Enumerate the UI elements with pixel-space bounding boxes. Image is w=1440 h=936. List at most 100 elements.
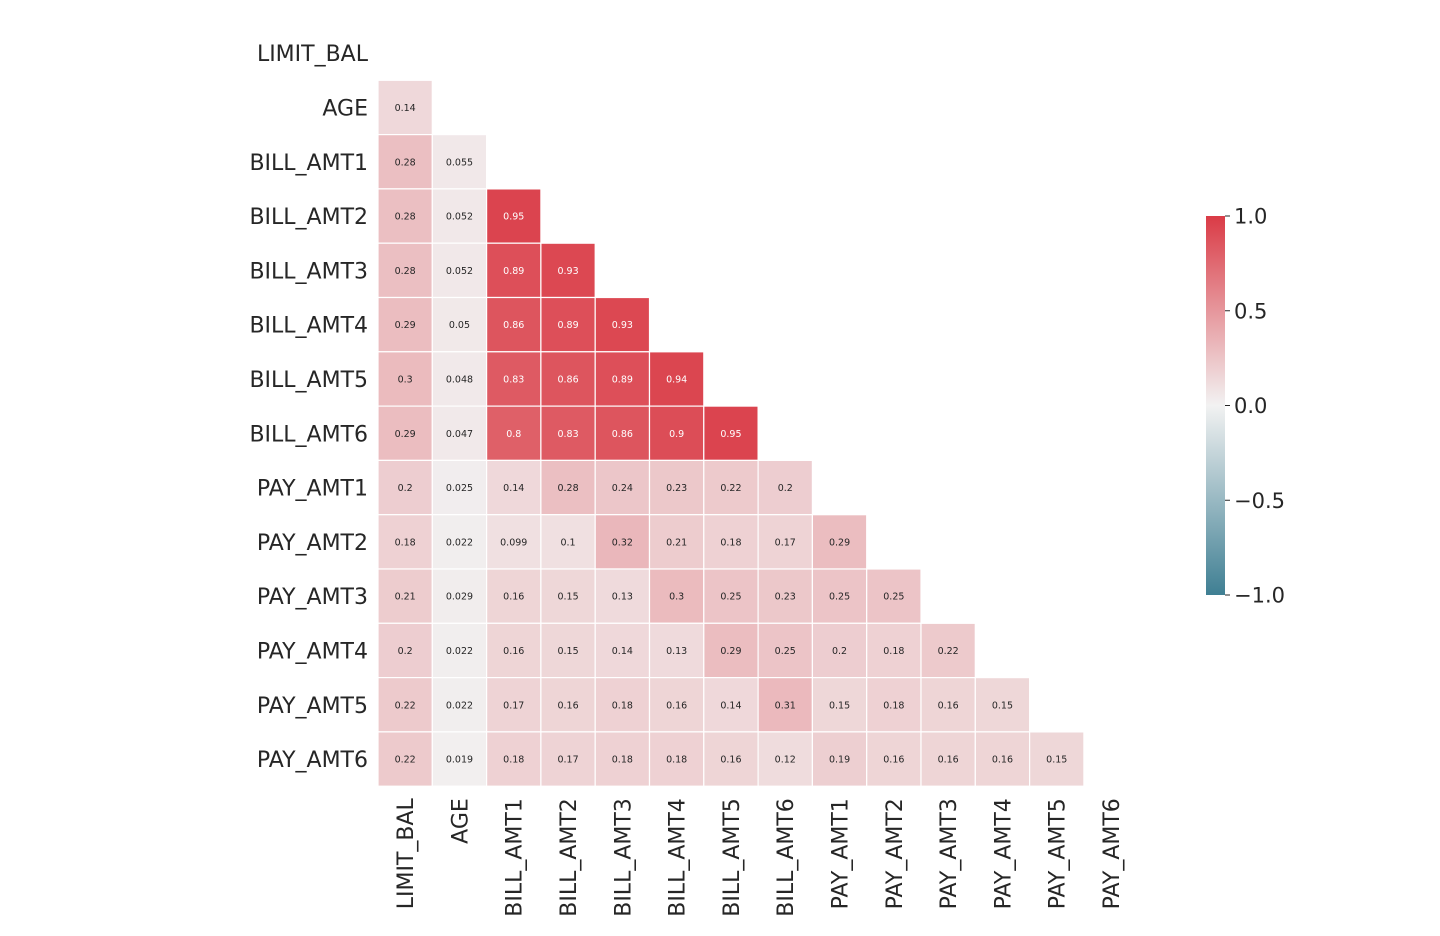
cell-value-label: 0.29 (720, 646, 741, 657)
cell-value-label: 0.16 (503, 646, 524, 657)
cell-value-label: 0.16 (938, 700, 959, 711)
colorbar-tick-label: 1.0 (1234, 205, 1267, 229)
heatmap-cell (811, 731, 868, 787)
cell-value-label: 0.14 (720, 700, 741, 711)
y-tick-label: AGE (322, 96, 368, 121)
heatmap-cell (811, 514, 868, 570)
cell-value-label: 0.19 (829, 755, 850, 766)
cell-value-label: 0.099 (500, 537, 527, 548)
heatmap-cell (540, 568, 596, 624)
heatmap-cell (431, 405, 488, 462)
cell-value-label: 0.15 (829, 700, 850, 711)
heatmap-cell (594, 568, 651, 624)
cell-value-label: 0.17 (503, 700, 524, 711)
cell-value-label: 0.29 (829, 537, 850, 548)
heatmap-cell (594, 731, 651, 787)
heatmap-cell (703, 405, 759, 462)
heatmap-cell (757, 459, 813, 516)
cell-value-label: 0.22 (720, 483, 741, 494)
heatmap-cell (431, 568, 488, 624)
cell-value-label: 0.16 (720, 755, 741, 766)
colorbar-tick-label: −0.5 (1234, 489, 1285, 513)
y-tick-label: LIMIT_BAL (257, 42, 369, 67)
y-tick-label: PAY_AMT6 (257, 748, 368, 773)
heatmap-cell (648, 514, 705, 570)
heatmap-cell (486, 514, 542, 570)
cell-value-label: 0.93 (557, 266, 578, 277)
cell-value-label: 0.022 (446, 700, 473, 711)
x-tick-label: BILL_AMT5 (720, 798, 745, 917)
heatmap-cell (648, 351, 705, 407)
cell-value-label: 0.1 (560, 537, 575, 548)
cell-value-label: 0.18 (395, 537, 416, 548)
heatmap-cell (540, 351, 596, 407)
cell-value-label: 0.18 (720, 537, 741, 548)
cell-value-label: 0.22 (395, 700, 416, 711)
y-tick-label: PAY_AMT1 (257, 477, 368, 502)
y-axis-tick-labels: LIMIT_BAL AGE BILL_AMT1 BILL_AMT2 BILL_AMT3 B… (249, 42, 368, 773)
cell-value-label: 0.95 (720, 429, 741, 440)
heatmap-cell (1028, 731, 1085, 787)
colorbar-tick-label: 0.5 (1234, 299, 1267, 323)
cell-value-label: 0.15 (557, 592, 578, 603)
cell-value-label: 0.055 (446, 157, 473, 168)
heatmap-cell (540, 514, 596, 570)
cell-value-label: 0.13 (666, 646, 687, 657)
y-tick-label: BILL_AMT1 (249, 151, 368, 176)
cell-value-label: 0.22 (938, 646, 959, 657)
cell-value-label: 0.18 (503, 755, 524, 766)
cell-value-label: 0.28 (395, 157, 416, 168)
cell-value-label: 0.052 (446, 266, 473, 277)
heatmap-cell (377, 134, 433, 190)
heatmap-cell (377, 731, 433, 787)
y-tick-label: PAY_AMT5 (257, 694, 368, 719)
cell-value-label: 0.17 (557, 755, 578, 766)
heatmap-cell (431, 296, 488, 353)
heatmap-cell (920, 622, 976, 679)
cell-value-label: 0.23 (666, 483, 687, 494)
cell-value-label: 0.24 (612, 483, 633, 494)
cell-value-label: 0.95 (503, 212, 524, 223)
cell-value-label: 0.86 (503, 320, 524, 331)
y-tick-label: BILL_AMT3 (249, 259, 368, 284)
heatmap-cell (377, 568, 433, 624)
cell-value-label: 0.15 (557, 646, 578, 657)
cell-value-label: 0.93 (612, 320, 633, 331)
heatmap-cell (866, 568, 922, 624)
cell-value-label: 0.12 (775, 755, 796, 766)
heatmap-cell (486, 731, 542, 787)
cell-value-label: 0.047 (446, 429, 473, 440)
heatmap-cell (486, 459, 542, 516)
cell-value-label: 0.16 (938, 755, 959, 766)
cell-value-label: 0.17 (775, 537, 796, 548)
x-tick-label: BILL_AMT6 (774, 798, 799, 917)
cell-value-label: 0.29 (395, 429, 416, 440)
cell-value-label: 0.022 (446, 537, 473, 548)
heatmap-cell (377, 622, 433, 679)
cell-value-label: 0.2 (778, 483, 793, 494)
cell-value-label: 0.019 (446, 755, 473, 766)
cell-value-label: 0.83 (557, 429, 578, 440)
cell-value-label: 0.18 (883, 646, 904, 657)
heatmap-cell (648, 622, 705, 679)
heatmap-cell (540, 622, 596, 679)
x-tick-label: PAY_AMT2 (883, 798, 908, 909)
cell-value-label: 0.18 (612, 700, 633, 711)
heatmap-cell (431, 351, 488, 407)
x-tick-label: BILL_AMT1 (503, 798, 528, 917)
heatmap-cell (757, 676, 813, 733)
heatmap-cell (703, 731, 759, 787)
colorbar-gradient (1206, 216, 1225, 595)
cell-value-label: 0.86 (612, 429, 633, 440)
cell-value-label: 0.16 (883, 755, 904, 766)
x-tick-label: LIMIT_BAL (394, 797, 419, 909)
heatmap-cell (648, 676, 705, 733)
heatmap-cell (377, 459, 433, 516)
heatmap-cell (377, 351, 433, 407)
x-tick-label: BILL_AMT2 (557, 798, 582, 917)
heatmap-cell (757, 568, 813, 624)
cell-value-label: 0.048 (446, 374, 473, 385)
heatmap-cell (866, 731, 922, 787)
x-tick-label: PAY_AMT1 (829, 798, 854, 909)
cell-value-label: 0.18 (666, 755, 687, 766)
